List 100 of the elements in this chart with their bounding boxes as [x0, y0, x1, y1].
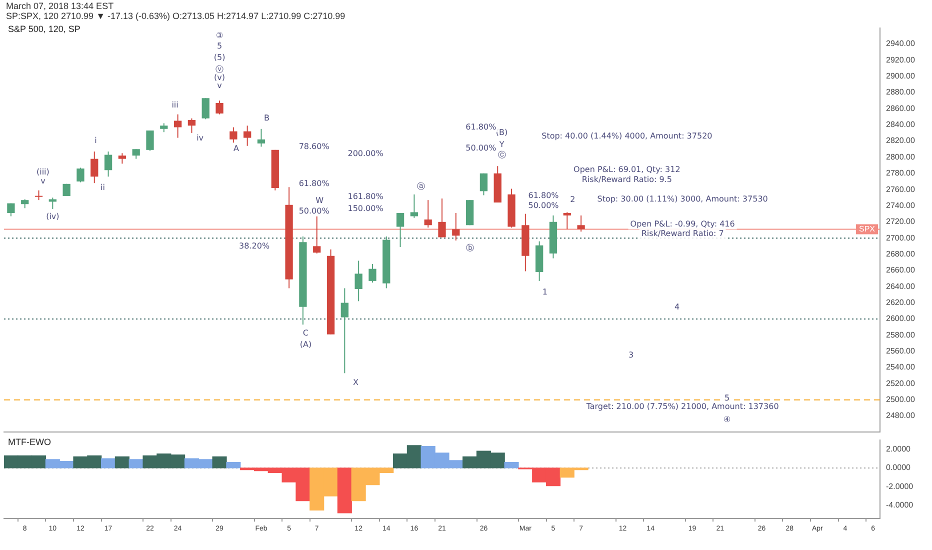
bar: [337, 468, 352, 514]
candlestick: [368, 263, 376, 284]
annotation: v: [40, 176, 46, 186]
y-tick-label: 2780.00: [886, 168, 916, 178]
y-tick-label: 2500.00: [886, 395, 916, 404]
annotation: ii: [100, 183, 105, 192]
annotation: 78.60%: [298, 142, 330, 151]
candlestick: [104, 151, 112, 178]
text: March 07, 2018 13:44 EST: [6, 1, 114, 11]
y-tick-label: 2840.00: [886, 120, 916, 130]
annotation: 38.20%: [239, 241, 270, 250]
annotation: (v): [214, 73, 226, 82]
annotation: 50.00%: [298, 206, 330, 216]
candlestick: [244, 125, 252, 146]
bar: [128, 459, 144, 468]
candlestick: [76, 167, 84, 183]
candlestick: [354, 260, 362, 302]
annotation: Risk/Reward Ratio: 7: [641, 229, 724, 238]
annotation: Risk/Reward Ratio: 9.5: [582, 174, 672, 184]
annotation: ③: [216, 30, 224, 40]
candlestick: [410, 194, 418, 218]
annotation: ⓐ: [417, 182, 426, 192]
candlestick: [452, 212, 460, 242]
annotation: (B): [496, 128, 508, 138]
annotation: ⓥ: [216, 64, 224, 74]
annotation: Y: [498, 140, 504, 150]
candlestick: [340, 288, 348, 374]
candlestick: [118, 152, 126, 164]
annotation: Stop: 40.00 (1.44%) 4000, Amount: 37520: [542, 131, 712, 140]
candlestick: [90, 151, 98, 184]
annotation: 5: [724, 393, 730, 402]
annotation: i: [94, 136, 97, 146]
chart-subtitle: SP:SPX, 120 2710.99 ▼ -17.13 (-0.63%) O:2713.05 H:2714.97 L:2710.99 C:2710.99: [6, 11, 346, 21]
bar: [114, 456, 130, 468]
candlestick: [480, 172, 488, 196]
candlestick: [230, 126, 238, 144]
annotation: ⓑ: [466, 244, 474, 253]
annotation: iii: [172, 100, 178, 110]
annotation: Open P&L: 69.01, Qty: 312: [574, 165, 680, 174]
candlestick: [34, 190, 43, 201]
candlestick: [396, 212, 404, 248]
annotation: 4: [674, 302, 680, 312]
annotation: 1: [542, 287, 548, 296]
y-tick-label: 2620.00: [886, 298, 916, 307]
y-tick-label: -4.0000: [886, 500, 914, 510]
annotation: (A): [300, 340, 312, 349]
annotation: 61.80%: [528, 191, 560, 200]
annotation: W: [316, 196, 324, 205]
y-tick-label: 2540.00: [886, 362, 916, 372]
annotation: Open P&L: -0.99, Qty: 416: [630, 219, 735, 228]
ref-line-label: SPX: [858, 224, 876, 234]
bar: [504, 462, 519, 468]
y-tick-label: -2.0000: [886, 482, 914, 491]
y-tick-label: 2760.00: [886, 184, 916, 194]
y-tick-label: 2800.00: [886, 152, 916, 162]
y-tick-label: 2520.00: [886, 378, 916, 388]
annotation: 3: [628, 350, 634, 360]
y-tick-label: 2920.00: [886, 55, 916, 64]
candlestick: [202, 98, 210, 120]
annotation: 150.00%: [348, 204, 384, 214]
candlestick: [216, 100, 224, 115]
y-tick-label: 2720.00: [886, 217, 916, 226]
annotation: 50.00%: [466, 143, 497, 152]
annotation: ④: [723, 415, 731, 424]
annotation: Stop: 30.00 (1.11%) 3000, Amount: 37530: [597, 194, 768, 204]
annotation: 5: [216, 41, 222, 50]
y-tick-label: 2860.00: [886, 104, 916, 113]
annotation: 61.80%: [466, 122, 497, 132]
y-tick-label: 2600.00: [886, 314, 916, 324]
candlestick: [424, 200, 432, 228]
bar: [101, 458, 116, 468]
annotation: ⓒ: [498, 150, 506, 160]
annotation: 200.00%: [348, 149, 384, 158]
annotation: (iv): [46, 212, 60, 222]
annotation: 61.80%: [298, 178, 330, 188]
y-tick-label: 2680.00: [886, 249, 916, 258]
y-tick-label: 2.0000: [886, 444, 912, 454]
candlestick: [146, 130, 154, 152]
y-tick-label: 2700.00: [886, 233, 916, 242]
candlestick: [313, 216, 321, 254]
candlestick: [563, 212, 571, 230]
candlestick: [257, 128, 266, 148]
chart-title: S&P 500, 120, SP: [8, 24, 80, 34]
annotation: C: [302, 328, 309, 338]
annotation: B: [264, 113, 270, 122]
annotation: Target: 210.00 (7.75%) 21000, Amount: 137360: [585, 402, 779, 412]
candlestick: [438, 198, 446, 238]
chart-title: MTF-EWO: [8, 437, 51, 447]
annotation: 2: [570, 195, 576, 204]
candlestick: [174, 114, 182, 138]
bar: [226, 462, 241, 468]
annotation: v: [217, 81, 222, 90]
y-tick-label: 2580.00: [886, 330, 916, 340]
bar: [212, 456, 227, 468]
candlestick: [188, 118, 196, 134]
annotation: (5): [214, 52, 226, 62]
annotation: iv: [196, 134, 204, 143]
y-tick-label: 2900.00: [886, 72, 916, 81]
y-tick-label: 2660.00: [886, 266, 916, 275]
y-tick-label: 0.0000: [886, 463, 912, 472]
